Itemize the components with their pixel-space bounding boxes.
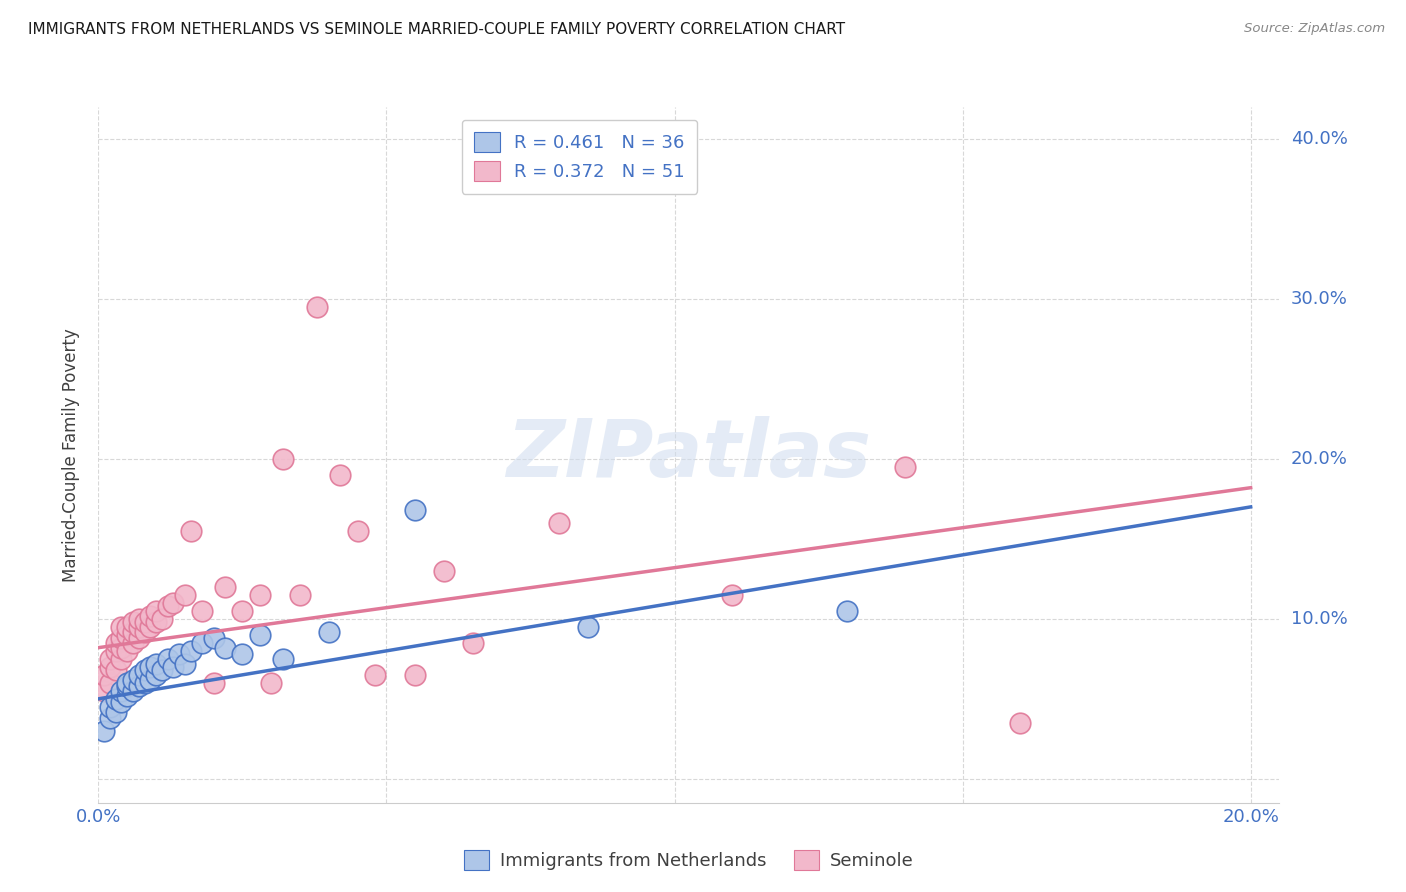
Point: [115, 620, 138, 634]
Point: [115, 628, 138, 642]
Point: [98, 676, 121, 690]
Y-axis label: Married-Couple Family Poverty: Married-Couple Family Poverty: [62, 328, 80, 582]
Point: [122, 683, 145, 698]
Point: [115, 689, 138, 703]
Point: [231, 604, 253, 618]
Point: [115, 679, 138, 693]
Point: [721, 588, 744, 602]
Point: [104, 663, 127, 677]
Point: [128, 668, 150, 682]
Point: [122, 636, 145, 650]
Point: [145, 604, 167, 618]
Point: [214, 580, 236, 594]
Point: [150, 663, 173, 677]
Point: [162, 660, 184, 674]
Text: 30.0%: 30.0%: [1291, 290, 1347, 308]
Point: [93, 683, 115, 698]
Point: [156, 599, 179, 613]
Point: [128, 612, 150, 626]
Point: [110, 620, 132, 634]
Point: [93, 723, 115, 738]
Point: [122, 615, 145, 629]
Point: [98, 699, 121, 714]
Point: [576, 620, 599, 634]
Point: [837, 604, 859, 618]
Point: [145, 668, 167, 682]
Point: [128, 620, 150, 634]
Point: [156, 652, 179, 666]
Point: [318, 624, 340, 639]
Point: [346, 524, 368, 538]
Point: [180, 644, 202, 658]
Text: ZIPatlas: ZIPatlas: [506, 416, 872, 494]
Point: [128, 631, 150, 645]
Point: [433, 564, 456, 578]
Point: [180, 524, 202, 538]
Point: [173, 657, 195, 671]
Point: [104, 691, 127, 706]
Point: [404, 503, 426, 517]
Point: [145, 615, 167, 629]
Point: [1010, 715, 1032, 730]
Point: [104, 636, 127, 650]
Point: [104, 644, 127, 658]
Point: [191, 604, 214, 618]
Point: [110, 640, 132, 655]
Point: [128, 679, 150, 693]
Point: [98, 652, 121, 666]
Point: [110, 631, 132, 645]
Point: [894, 459, 917, 474]
Point: [307, 300, 329, 314]
Point: [110, 683, 132, 698]
Point: [329, 467, 352, 482]
Point: [288, 588, 311, 602]
Point: [134, 624, 156, 639]
Point: [404, 668, 426, 682]
Point: [271, 451, 294, 466]
Point: [115, 676, 138, 690]
Text: 20.0%: 20.0%: [1291, 450, 1347, 468]
Point: [139, 660, 162, 674]
Point: [202, 631, 225, 645]
Point: [139, 608, 162, 623]
Point: [249, 628, 271, 642]
Point: [548, 516, 571, 530]
Point: [191, 636, 214, 650]
Text: 10.0%: 10.0%: [1291, 610, 1347, 628]
Point: [139, 673, 162, 687]
Text: 40.0%: 40.0%: [1291, 130, 1347, 148]
Point: [461, 636, 484, 650]
Point: [173, 588, 195, 602]
Point: [115, 644, 138, 658]
Point: [122, 673, 145, 687]
Point: [202, 676, 225, 690]
Point: [134, 676, 156, 690]
Point: [150, 612, 173, 626]
Point: [271, 652, 294, 666]
Point: [134, 615, 156, 629]
Point: [98, 711, 121, 725]
Point: [231, 647, 253, 661]
Point: [364, 668, 387, 682]
Point: [98, 660, 121, 674]
Point: [249, 588, 271, 602]
Legend: R = 0.461   N = 36, R = 0.372   N = 51: R = 0.461 N = 36, R = 0.372 N = 51: [461, 120, 697, 194]
Point: [104, 705, 127, 719]
Point: [110, 695, 132, 709]
Point: [260, 676, 283, 690]
Text: IMMIGRANTS FROM NETHERLANDS VS SEMINOLE MARRIED-COUPLE FAMILY POVERTY CORRELATIO: IMMIGRANTS FROM NETHERLANDS VS SEMINOLE …: [28, 22, 845, 37]
Point: [214, 640, 236, 655]
Point: [110, 652, 132, 666]
Text: Source: ZipAtlas.com: Source: ZipAtlas.com: [1244, 22, 1385, 36]
Point: [93, 668, 115, 682]
Point: [139, 620, 162, 634]
Point: [134, 663, 156, 677]
Point: [162, 596, 184, 610]
Point: [145, 657, 167, 671]
Point: [167, 647, 190, 661]
Point: [122, 624, 145, 639]
